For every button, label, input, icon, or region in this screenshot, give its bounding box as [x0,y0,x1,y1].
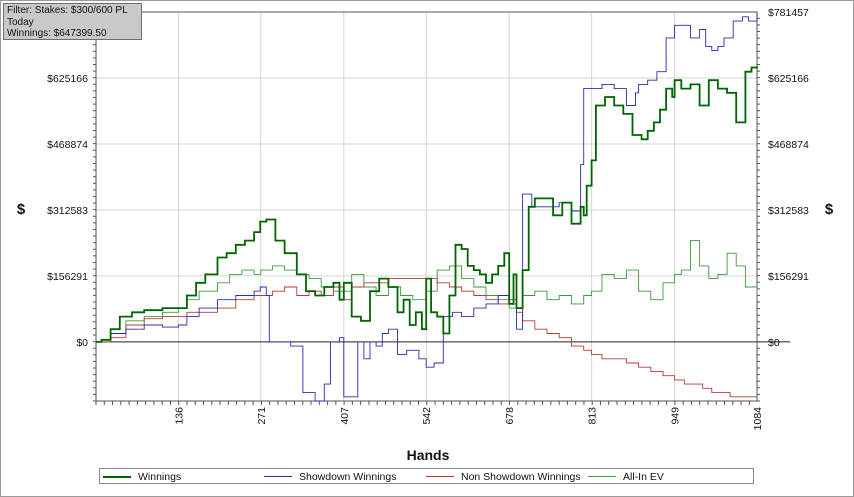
x-tick-label: 271 [256,407,268,425]
legend-label-non-showdown: Non Showdown Winnings [461,470,581,483]
x-tick-label: 542 [421,407,433,425]
x-tick-label: 407 [339,407,351,425]
y-tick-label-right: $312583 [768,205,809,217]
legend-label-winnings: Winnings [138,470,182,483]
y-tick-label-right: $0 [768,337,780,349]
x-tick-label: 1084 [752,407,764,431]
grid-lines [96,11,757,401]
legend-swatch-showdown [264,476,292,477]
y-tick-label-left: $468874 [47,139,88,151]
series-line-winnings [96,66,758,343]
legend-swatch-non-showdown [426,476,454,477]
y-tick-label-right: $468874 [768,139,809,151]
y-axis-title-right: $ [825,201,834,218]
x-tick-label: 136 [173,407,185,425]
legend-item-showdown: Showdown Winnings [264,470,396,483]
series-line-showdown-winnings [96,12,758,402]
y-axis-right-labels: $0 $156291 $312583 $468874 $625166 $781457 [768,7,809,349]
filter-info-box: Filter: Stakes: $300/600 PL Today Winnin… [3,3,142,40]
legend-label-showdown: Showdown Winnings [299,470,397,483]
y-tick-label-right: $781457 [768,7,809,19]
legend-item-all-in-ev: All-In EV [588,470,664,483]
axis-ticks [93,17,760,405]
x-axis-title: Hands [407,447,450,463]
filter-stakes-text: Filter: Stakes: $300/600 PL [7,5,128,16]
y-tick-label-left: $0 [76,337,88,349]
y-tick-label-left: $312583 [47,205,88,217]
chart-legend: Winnings Showdown Winnings Non Showdown … [99,468,754,484]
series-layer [96,12,758,402]
y-axis-title-left: $ [17,201,26,218]
legend-swatch-winnings [103,475,131,478]
y-tick-label-left: $156291 [47,271,88,283]
x-tick-label: 813 [587,407,599,425]
filter-winnings-text: Winnings: $647399.50 [7,28,107,39]
y-tick-label-right: $156291 [768,271,809,283]
legend-label-all-in-ev: All-In EV [623,470,664,483]
y-axis-left-labels: $0$156291$312583$468874$625166$781457 [47,7,88,349]
x-axis-labels: 136 271 407 542 678 813 949 1084 [173,407,764,431]
x-tick-label: 678 [504,407,516,425]
series-line-all-in-ev [96,240,758,343]
legend-item-non-showdown: Non Showdown Winnings [426,470,581,483]
filter-date-text: Today [7,16,34,28]
y-tick-label-right: $625166 [768,73,809,85]
legend-swatch-all-in-ev [588,476,616,477]
series-line-non-showdown-winnings [96,278,757,398]
x-tick-label: 949 [670,407,682,425]
legend-item-winnings: Winnings [103,470,181,483]
y-tick-label-left: $625166 [47,73,88,85]
